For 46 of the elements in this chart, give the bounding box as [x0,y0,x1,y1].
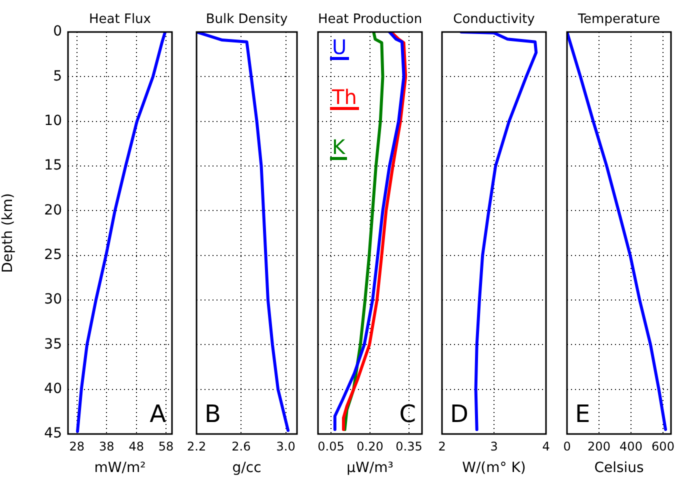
x-tick-label: 0 [563,439,571,454]
x-axis-title: mW/m² [94,460,146,476]
x-axis-title: μW/m³ [346,460,394,476]
chart-title: Conductivity [453,12,536,27]
x-tick-label: 48 [128,439,144,454]
y-tick-label: 5 [53,68,62,84]
y-tick-label: 45 [44,426,62,442]
y-tick-label: 10 [44,112,62,129]
y-tick-label: 25 [44,246,62,263]
x-tick-label: 400 [620,439,642,454]
y-tick-label: 30 [44,292,62,308]
x-tick-label: 2.6 [232,439,251,454]
y-tick-label: 35 [44,336,62,352]
y-tick-label: 40 [44,380,62,397]
y-tick-label: 20 [44,202,62,218]
x-tick-label: 0.05 [318,439,344,454]
chart-title: Heat Production [318,12,422,27]
x-tick-label: 0.35 [396,439,422,454]
x-tick-label: 600 [652,439,674,454]
x-tick-label: 58 [158,439,174,454]
x-tick-label: 38 [98,439,114,454]
chart-title: Bulk Density [206,12,288,27]
x-tick-label: 28 [69,439,85,454]
annotation: E [575,400,590,428]
x-axis-title: Celsius [594,460,644,476]
annotation: D [450,400,468,428]
y-tick-label: 0 [53,24,62,40]
x-tick-label: 2 [438,439,446,454]
x-tick-label: 0.20 [356,439,384,454]
chart-title: Heat Flux [89,12,152,27]
annotation: B [204,400,222,428]
annotation: A [150,400,167,428]
x-axis-title: W/(m° K) [462,460,526,476]
x-tick-label: 200 [588,439,610,454]
y-axis-title: Depth (km) [0,193,16,273]
x-axis-title: g/cc [232,460,262,476]
x-tick-label: 4 [542,439,550,454]
series-label: K [330,135,348,160]
text: U [330,35,349,60]
x-tick-label: 3 [490,439,498,454]
annotation: C [399,400,416,428]
chart-title: Temperature [576,12,660,27]
x-tick-label: 3.0 [276,439,296,454]
y-tick-label: 15 [44,158,62,174]
x-tick-label: 2.2 [186,439,206,454]
text: Th [330,85,359,110]
